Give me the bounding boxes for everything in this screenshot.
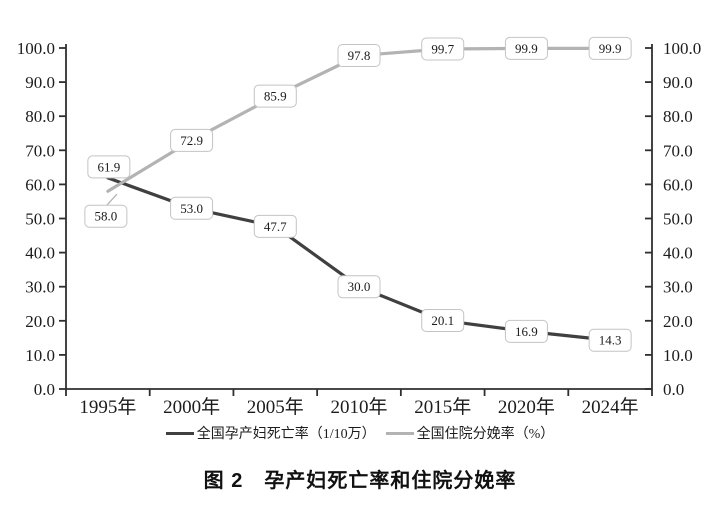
data-label-box [84, 204, 128, 228]
y-tick-label-left: 80.0 [25, 107, 55, 126]
y-tick-label-left: 20.0 [25, 312, 55, 331]
data-label: 85.9 [264, 89, 287, 104]
y-tick-label-right: 100.0 [663, 39, 701, 58]
data-label-box [337, 44, 381, 68]
x-tick-label: 1995年 [79, 396, 136, 418]
data-label-box [421, 37, 465, 61]
data-label-box [504, 36, 548, 60]
legend-label-hospital-delivery-rate: 全国住院分娩率（%） [416, 427, 555, 442]
data-label: 16.9 [515, 324, 538, 339]
data-label-box [170, 128, 214, 152]
y-tick-label-left: 70.0 [25, 141, 55, 160]
legend-item-hospital-delivery-rate: 全国住院分娩率（%） [385, 423, 555, 443]
y-tick-label-right: 50.0 [663, 210, 693, 229]
x-tick-label: 2024年 [582, 396, 639, 418]
x-tick-label: 2000年 [163, 396, 220, 418]
y-tick-label-left: 100.0 [17, 39, 55, 58]
y-tick-label-right: 10.0 [663, 346, 693, 365]
dual-axis-line-chart: 0.0 0.0 10.0 10.0 20.0 20.0 30.0 30.0 40.0 40.0 50… [17, 36, 701, 418]
data-label: 99.9 [515, 41, 538, 56]
data-label-box [588, 36, 632, 60]
y-tick-label-right: 80.0 [663, 107, 693, 126]
figure-caption: 图 2 孕产妇死亡率和住院分娩率 [203, 470, 517, 492]
series-line-hospital-delivery-rate [106, 46, 612, 193]
y-tick-label-right: 30.0 [663, 278, 693, 297]
data-label-box [170, 196, 214, 220]
data-label-box [337, 275, 381, 299]
legend-item-mortality-rate: 全国孕产妇死亡率（1/10万） [165, 423, 376, 443]
hospital-delivery-line-swatch [385, 431, 414, 435]
y-tick-label-right: 0.0 [663, 380, 684, 399]
y-tick-label-left: 30.0 [25, 278, 55, 297]
y-tick-label-left: 10.0 [25, 346, 55, 365]
y-tick-label-right: 60.0 [663, 175, 693, 194]
y-tick-label-right: 90.0 [663, 73, 693, 92]
y-tick-label-left: 40.0 [25, 244, 55, 263]
data-label: 53.0 [180, 201, 203, 216]
y-tick-label-right: 20.0 [663, 312, 693, 331]
x-tick-label: 2020年 [498, 396, 555, 418]
y-tick-label-left: 90.0 [25, 73, 55, 92]
data-label: 61.9 [97, 159, 120, 174]
chart-legend: 全国孕产妇死亡率（1/10万） 全国住院分娩率（%） [0, 422, 720, 444]
data-label-box [588, 328, 632, 352]
y-tick-label-right: 70.0 [663, 141, 693, 160]
mortality-line-swatch [165, 431, 194, 435]
data-label: 58.0 [94, 209, 117, 224]
data-label: 47.7 [264, 219, 287, 234]
y-tick-label-left: 0.0 [34, 380, 55, 399]
x-tick-label: 2010年 [330, 396, 387, 418]
data-label-box [253, 214, 297, 238]
y-tick-label-left: 60.0 [25, 175, 55, 194]
x-tick-label: 2015年 [414, 396, 471, 418]
y-tick-label-left: 50.0 [25, 210, 55, 229]
legend-label-mortality-rate: 全国孕产妇死亡率（1/10万） [196, 427, 376, 442]
data-label: 72.9 [180, 133, 203, 148]
data-label: 99.7 [431, 42, 454, 57]
data-label-box [504, 319, 548, 343]
data-label-leader-line [106, 193, 118, 206]
data-label: 20.1 [431, 313, 454, 328]
data-label: 99.9 [599, 41, 622, 56]
data-label: 30.0 [348, 279, 371, 294]
data-label-box [253, 84, 297, 108]
data-label-box [87, 155, 131, 179]
data-label: 97.8 [348, 48, 371, 63]
y-tick-label-right: 40.0 [663, 244, 693, 263]
x-tick-label: 2005年 [247, 396, 304, 418]
data-label: 14.3 [599, 333, 622, 348]
data-label-box [421, 308, 465, 332]
